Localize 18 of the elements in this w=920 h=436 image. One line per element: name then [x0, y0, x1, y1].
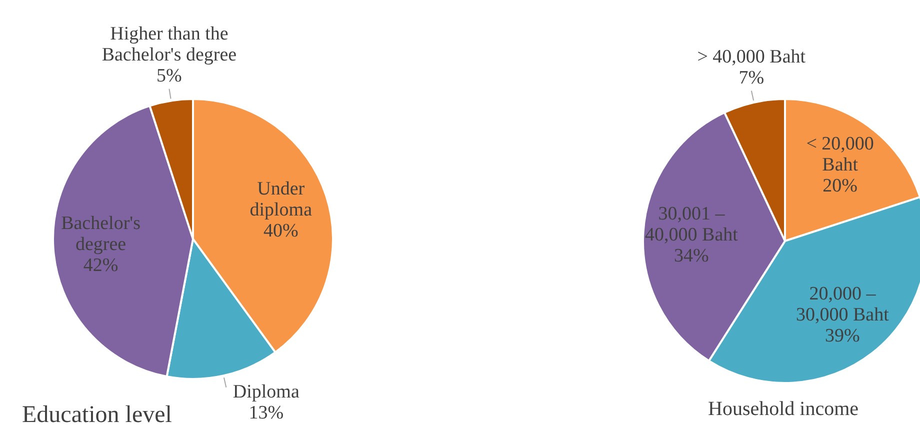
slice-label: Under diploma [250, 178, 313, 221]
data-label: 7% [738, 67, 764, 88]
data-label: 34% [674, 245, 710, 266]
slice-label: < 20,000 Baht [806, 133, 874, 176]
text: Education level [22, 402, 172, 429]
slice-label: > 40,000 Baht [697, 46, 806, 68]
text: Household income [708, 398, 859, 421]
data-label: 20% [822, 175, 858, 196]
slice-label: 30,001 – 40,000 Baht [645, 203, 739, 246]
data-label: 13% [248, 402, 284, 424]
slice-label: Diploma [232, 381, 300, 402]
data-label: 39% [825, 325, 860, 346]
slice-label: Bachelor's degree [61, 213, 140, 256]
data-label: 5% [156, 66, 182, 87]
data-label: 40% [263, 220, 298, 242]
data-label: 42% [83, 255, 118, 276]
slice-label: Higher than the Bachelor's degree [102, 24, 237, 66]
slice-label: 20,000 – 30,000 Baht [796, 283, 890, 326]
